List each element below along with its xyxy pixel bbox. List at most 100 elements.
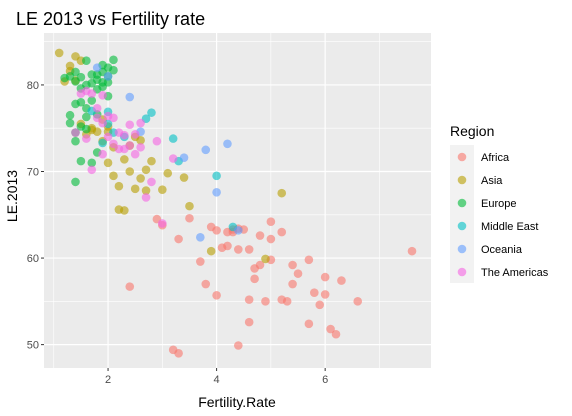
data-point	[98, 91, 107, 100]
legend-label: Oceania	[481, 244, 523, 256]
data-point	[71, 67, 80, 77]
data-point	[141, 186, 151, 195]
data-point	[266, 234, 276, 244]
data-point	[141, 165, 151, 175]
data-point	[315, 300, 325, 310]
legend: Region Africa Asia Europe Middle East Oceani…	[450, 123, 549, 283]
data-point	[163, 168, 173, 178]
legend-key-background	[450, 145, 474, 283]
legend-label: The Americas	[481, 267, 549, 279]
x-tick-label: 2	[105, 374, 111, 386]
y-tick-label: 60	[27, 253, 39, 265]
data-point	[82, 56, 91, 66]
legend-key	[457, 221, 467, 231]
data-point	[261, 297, 270, 306]
data-point	[320, 272, 330, 282]
data-point	[174, 234, 183, 244]
data-point	[82, 112, 91, 122]
data-point	[109, 65, 118, 75]
data-point	[152, 136, 162, 146]
data-point	[136, 136, 145, 145]
data-point	[196, 232, 205, 242]
data-point	[65, 110, 75, 120]
data-point	[201, 145, 211, 155]
data-point	[103, 71, 113, 81]
data-point	[114, 181, 124, 191]
data-point	[185, 213, 194, 223]
y-tick-label: 80	[27, 80, 39, 92]
data-point	[103, 132, 113, 142]
data-point	[82, 134, 91, 143]
legend-label: Middle East	[481, 221, 538, 233]
legend-label: Africa	[481, 152, 510, 164]
data-point	[234, 341, 243, 350]
data-point	[168, 154, 178, 163]
data-point	[71, 128, 80, 137]
data-point	[206, 222, 216, 232]
axis-ticks: 2 4 6 50 60 70 80	[27, 80, 328, 386]
legend-label: Asia	[481, 175, 503, 187]
data-point	[65, 61, 75, 71]
data-point	[87, 89, 97, 98]
data-point	[293, 269, 303, 278]
data-point	[320, 290, 330, 299]
legend-key	[457, 175, 467, 185]
data-point	[196, 257, 205, 266]
data-point	[277, 188, 287, 198]
data-point	[109, 113, 118, 123]
data-point	[234, 226, 243, 235]
data-point	[125, 141, 135, 150]
data-point	[103, 78, 113, 87]
data-point	[288, 279, 297, 289]
data-point	[185, 201, 194, 211]
data-point	[54, 48, 64, 58]
data-point	[147, 156, 156, 166]
data-point	[234, 245, 243, 254]
data-point	[147, 108, 156, 117]
data-point	[217, 243, 227, 252]
data-point	[109, 55, 118, 65]
data-point	[168, 134, 178, 143]
legend-key	[457, 267, 467, 277]
data-point	[98, 149, 107, 159]
legend-key	[457, 244, 467, 254]
data-point	[212, 290, 221, 300]
data-point	[98, 138, 107, 148]
data-point	[212, 171, 221, 181]
data-point	[304, 319, 314, 329]
data-point	[130, 184, 140, 194]
legend-key	[457, 152, 467, 162]
data-point	[136, 142, 145, 152]
data-point	[76, 97, 86, 107]
data-point	[168, 345, 178, 355]
data-point	[201, 279, 211, 289]
y-axis-label: LE.2013	[4, 170, 20, 222]
data-point	[206, 246, 216, 256]
data-point	[277, 227, 287, 237]
data-point	[92, 113, 102, 123]
data-point	[103, 158, 113, 168]
x-axis-label: Fertility.Rate	[198, 394, 276, 410]
data-point	[65, 118, 75, 128]
data-point	[87, 158, 97, 168]
data-point	[407, 246, 417, 256]
data-point	[244, 295, 254, 304]
data-point	[158, 185, 167, 194]
data-point	[130, 149, 140, 159]
data-point	[71, 136, 80, 146]
data-point	[310, 288, 319, 297]
series-africa	[125, 213, 417, 358]
data-point	[244, 317, 254, 327]
data-point	[326, 324, 335, 334]
data-point	[277, 295, 287, 304]
data-point	[158, 219, 167, 228]
data-point	[136, 174, 145, 183]
data-point	[125, 167, 135, 176]
data-point	[353, 297, 363, 306]
data-point	[304, 255, 314, 265]
data-point	[223, 139, 232, 149]
data-point	[179, 173, 189, 182]
data-point	[120, 130, 129, 140]
data-point	[266, 217, 276, 227]
